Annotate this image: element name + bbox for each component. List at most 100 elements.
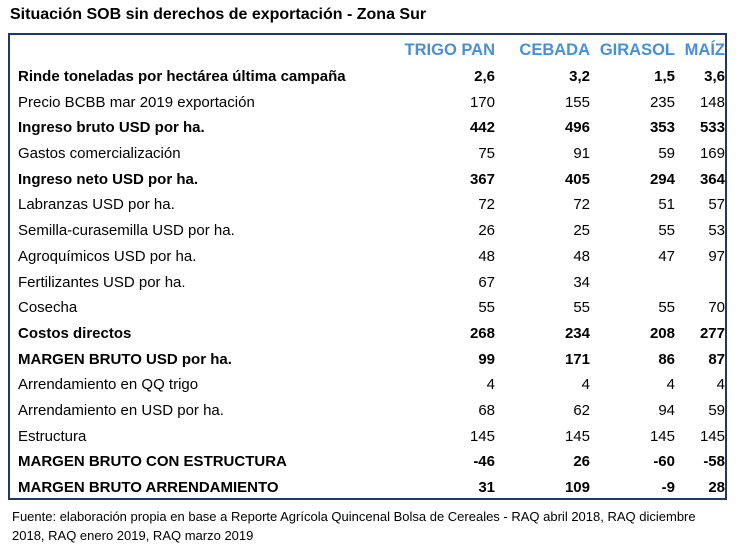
table-frame [8,33,727,500]
row-label: Fertilizantes USD por ha. [18,273,186,291]
table-row: Fertilizantes USD por ha. 67 34 [12,269,725,295]
row-label: MARGEN BRUTO CON ESTRUCTURA [18,453,287,471]
value-cell: 277 [699,324,725,342]
table-row: MARGEN BRUTO ARRENDAMIENTO 31 109 -9 28 [12,475,725,501]
value-cell: -60 [653,453,675,471]
table-row: Estructura 145 145 145 145 [12,423,725,449]
value-cell: 2,6 [474,68,495,86]
value-cell: 364 [699,170,725,188]
value-cell: 59 [708,401,725,419]
table-body: Rinde toneladas por hectárea última camp… [12,64,725,501]
value-cell: 94 [658,401,675,419]
row-label: Estructura [18,427,87,445]
value-cell: 25 [573,222,590,240]
value-cell: 155 [564,93,590,111]
value-cell: 72 [573,196,590,214]
margins-table: TRIGO PAN CEBADA GIRASOL MAÍZ Rinde tone… [12,38,725,500]
value-cell: 48 [573,247,590,265]
value-cell: 55 [478,299,495,317]
value-cell: 53 [708,222,725,240]
table-row: Rinde toneladas por hectárea última camp… [12,64,725,90]
row-label: Ingreso neto USD por ha. [18,170,199,188]
value-cell: 75 [478,145,495,163]
value-cell: 59 [658,145,675,163]
value-cell: 68 [478,401,495,419]
row-label: Labranzas USD por ha. [18,196,175,214]
source-note: Fuente: elaboración propia en base a Rep… [12,509,696,543]
value-cell: 169 [699,145,725,163]
table-row: Arrendamiento en QQ trigo 4 4 4 4 [12,372,725,398]
table-row: Gastos comercialización 75 91 59 169 [12,141,725,167]
value-cell: 67 [478,273,495,291]
value-cell: 171 [564,350,590,368]
table-row: Arrendamiento en USD por ha. 68 62 94 59 [12,398,725,424]
value-cell: 145 [469,427,495,445]
table-row: MARGEN BRUTO CON ESTRUCTURA -46 26 -60 -58 [12,449,725,475]
value-cell: -46 [473,453,495,471]
value-cell: 51 [658,196,675,214]
row-label: Gastos comercialización [18,145,181,163]
row-label: MARGEN BRUTO ARRENDAMIENTO [18,479,279,497]
row-label: Ingreso bruto USD por ha. [18,119,205,137]
table-row: Labranzas USD por ha. 72 72 51 57 [12,192,725,218]
row-label: Costos directos [18,324,132,342]
table-row: Precio BCBB mar 2019 exportación 170 155 23… [12,89,725,115]
value-cell [675,269,725,295]
value-cell: 208 [649,324,675,342]
value-cell: 3,6 [704,68,725,86]
value-cell: 34 [573,273,590,291]
value-cell: -58 [703,453,725,471]
row-label: Cosecha [18,299,78,317]
value-cell: 26 [478,222,495,240]
value-cell: 235 [649,93,675,111]
header-row: TRIGO PAN CEBADA GIRASOL MAÍZ [12,38,725,64]
value-cell: 91 [573,145,590,163]
row-label: Arrendamiento en QQ trigo [18,376,199,394]
column-header: MAÍZ [684,41,725,60]
value-cell: 3,2 [569,68,590,86]
table-row: Agroquímicos USD por ha. 48 48 47 97 [12,244,725,270]
value-cell: 97 [708,247,725,265]
value-cell: 31 [478,479,495,497]
table-title: Situación SOB sin derechos de exportació… [10,6,427,23]
table-row: Semilla-curasemilla USD por ha. 26 25 55 53 [12,218,725,244]
value-cell: 148 [699,93,725,111]
table-row: MARGEN BRUTO USD por ha. 99 171 86 87 [12,346,725,372]
value-cell: 367 [469,170,495,188]
value-cell: 4 [716,376,725,394]
value-cell: 57 [708,196,725,214]
value-cell: 145 [649,427,675,445]
value-cell: 294 [649,170,675,188]
table-row: Ingreso bruto USD por ha. 442 496 353 533 [12,115,725,141]
value-cell: 55 [658,222,675,240]
row-label: MARGEN BRUTO USD por ha. [18,350,232,368]
column-header: GIRASOL [599,41,675,60]
row-label: Agroquímicos USD por ha. [18,247,197,265]
row-label: Rinde toneladas por hectárea última camp… [18,68,346,86]
value-cell: 353 [649,119,675,137]
table-row: Cosecha 55 55 55 70 [12,295,725,321]
value-cell: 99 [478,350,495,368]
value-cell: 170 [469,93,495,111]
value-cell: 442 [469,119,495,137]
value-cell: 145 [564,427,590,445]
value-cell: 405 [564,170,590,188]
table-row: Ingreso neto USD por ha. 367 405 294 364 [12,166,725,192]
value-cell: 55 [573,299,590,317]
value-cell: 62 [573,401,590,419]
value-cell: 1,5 [654,68,675,86]
value-cell: 109 [564,479,590,497]
value-cell: 4 [486,376,495,394]
value-cell: 533 [699,119,725,137]
value-cell: 70 [708,299,725,317]
row-label: Precio BCBB mar 2019 exportación [18,93,255,111]
table-row: Costos directos 268 234 208 277 [12,321,725,347]
header-label-cell [12,38,380,64]
value-cell: 48 [478,247,495,265]
value-cell: 4 [666,376,675,394]
row-label: Arrendamiento en USD por ha. [18,401,224,419]
value-cell: 496 [564,119,590,137]
value-cell: 47 [658,247,675,265]
value-cell: 28 [708,479,725,497]
column-header: CEBADA [519,41,590,60]
